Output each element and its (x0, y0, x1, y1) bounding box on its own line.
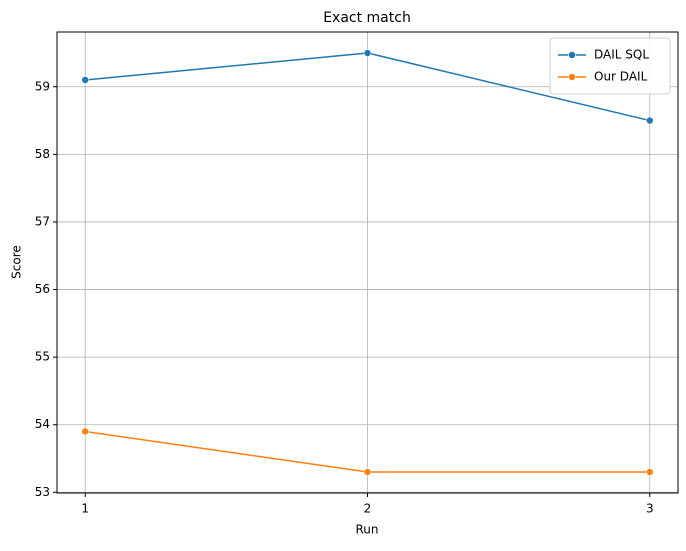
point (645, 116, 654, 125)
legend-label: Our DAIL (594, 70, 648, 84)
legend-marker (568, 51, 576, 59)
x-tick-label: 3 (646, 502, 654, 516)
y-tick-label: 55 (35, 350, 50, 364)
chart-title: Exact match (323, 10, 411, 26)
x-tick-label: 1 (81, 502, 89, 516)
x-axis-label: Run (355, 523, 378, 537)
point (81, 76, 90, 84)
y-tick-label: 56 (35, 282, 50, 296)
y-axis-label: Score (10, 245, 24, 279)
legend-box (549, 37, 671, 95)
legend-marker (568, 73, 576, 81)
y-tick-label: 53 (35, 485, 50, 499)
y-tick-label: 59 (35, 79, 50, 93)
point (363, 49, 372, 57)
point (645, 468, 654, 476)
legend-label: DAIL SQL (594, 48, 649, 62)
plot-frame (56, 31, 679, 494)
point (81, 427, 90, 436)
y-tick-label: 58 (35, 147, 50, 161)
y-tick-label: 57 (35, 214, 50, 228)
y-tick-label: 54 (35, 417, 50, 431)
x-tick-label: 2 (364, 502, 372, 516)
point (363, 468, 372, 476)
legend: DAIL SQL Our DAIL (549, 37, 671, 95)
